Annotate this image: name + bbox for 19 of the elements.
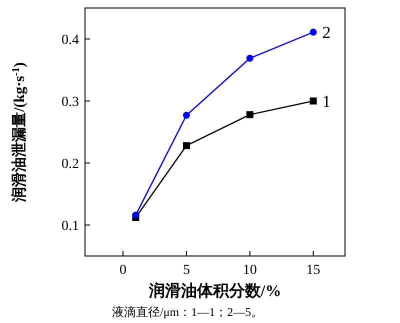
y-tick-label: 0.4 — [62, 33, 79, 48]
point — [310, 98, 317, 104]
x-tick-label: 15 — [306, 263, 320, 278]
series-label: 1 — [322, 92, 331, 111]
y-tick-label: 0.2 — [62, 157, 79, 172]
point — [310, 28, 317, 36]
y-tick-label: 0.1 — [62, 219, 79, 234]
series-label: 2 — [322, 23, 331, 42]
point — [246, 54, 254, 62]
x-tick-label: 10 — [242, 263, 257, 278]
point — [132, 212, 140, 219]
x-axis-title: 润滑油体积分数/% — [148, 282, 282, 300]
point — [182, 142, 190, 150]
x-tick-label: 0 — [120, 263, 127, 278]
point — [182, 112, 190, 119]
y-tick-label: 0.3 — [62, 95, 79, 110]
x-tick-label: 5 — [182, 263, 190, 278]
text: 液滴直径/μm：1—1；2—5。 — [112, 305, 264, 319]
point — [246, 111, 254, 118]
